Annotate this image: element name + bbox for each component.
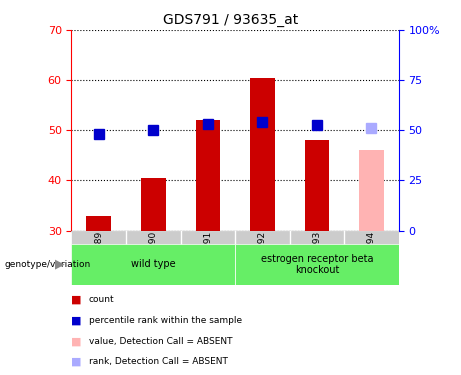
- Text: GSM16994: GSM16994: [367, 231, 376, 280]
- Bar: [359, 150, 384, 231]
- Text: ■: ■: [71, 336, 82, 346]
- Bar: [181, 231, 235, 285]
- Text: GSM16992: GSM16992: [258, 231, 267, 280]
- Text: estrogen receptor beta
knockout: estrogen receptor beta knockout: [260, 254, 373, 275]
- Bar: [290, 231, 344, 285]
- Bar: [71, 231, 126, 285]
- Text: ■: ■: [71, 357, 82, 367]
- Bar: [235, 244, 399, 285]
- Bar: [141, 178, 165, 231]
- Text: GSM16993: GSM16993: [313, 231, 321, 280]
- Text: genotype/variation: genotype/variation: [5, 260, 91, 269]
- Bar: [126, 231, 181, 285]
- Text: rank, Detection Call = ABSENT: rank, Detection Call = ABSENT: [89, 357, 228, 366]
- Text: value, Detection Call = ABSENT: value, Detection Call = ABSENT: [89, 337, 232, 346]
- Text: GSM16990: GSM16990: [149, 231, 158, 280]
- Bar: [195, 120, 220, 231]
- Text: GSM16989: GSM16989: [94, 231, 103, 280]
- Text: GSM16991: GSM16991: [203, 231, 213, 280]
- Text: wild type: wild type: [131, 260, 176, 269]
- Bar: [250, 78, 275, 231]
- Bar: [235, 231, 290, 285]
- Bar: [87, 216, 111, 231]
- Text: percentile rank within the sample: percentile rank within the sample: [89, 316, 242, 325]
- Bar: [71, 244, 235, 285]
- Text: ■: ■: [71, 295, 82, 305]
- Text: ▶: ▶: [55, 258, 65, 271]
- Bar: [344, 231, 399, 285]
- Text: count: count: [89, 296, 115, 304]
- Text: GDS791 / 93635_at: GDS791 / 93635_at: [163, 13, 298, 27]
- Bar: [305, 140, 329, 231]
- Text: ■: ■: [71, 316, 82, 326]
